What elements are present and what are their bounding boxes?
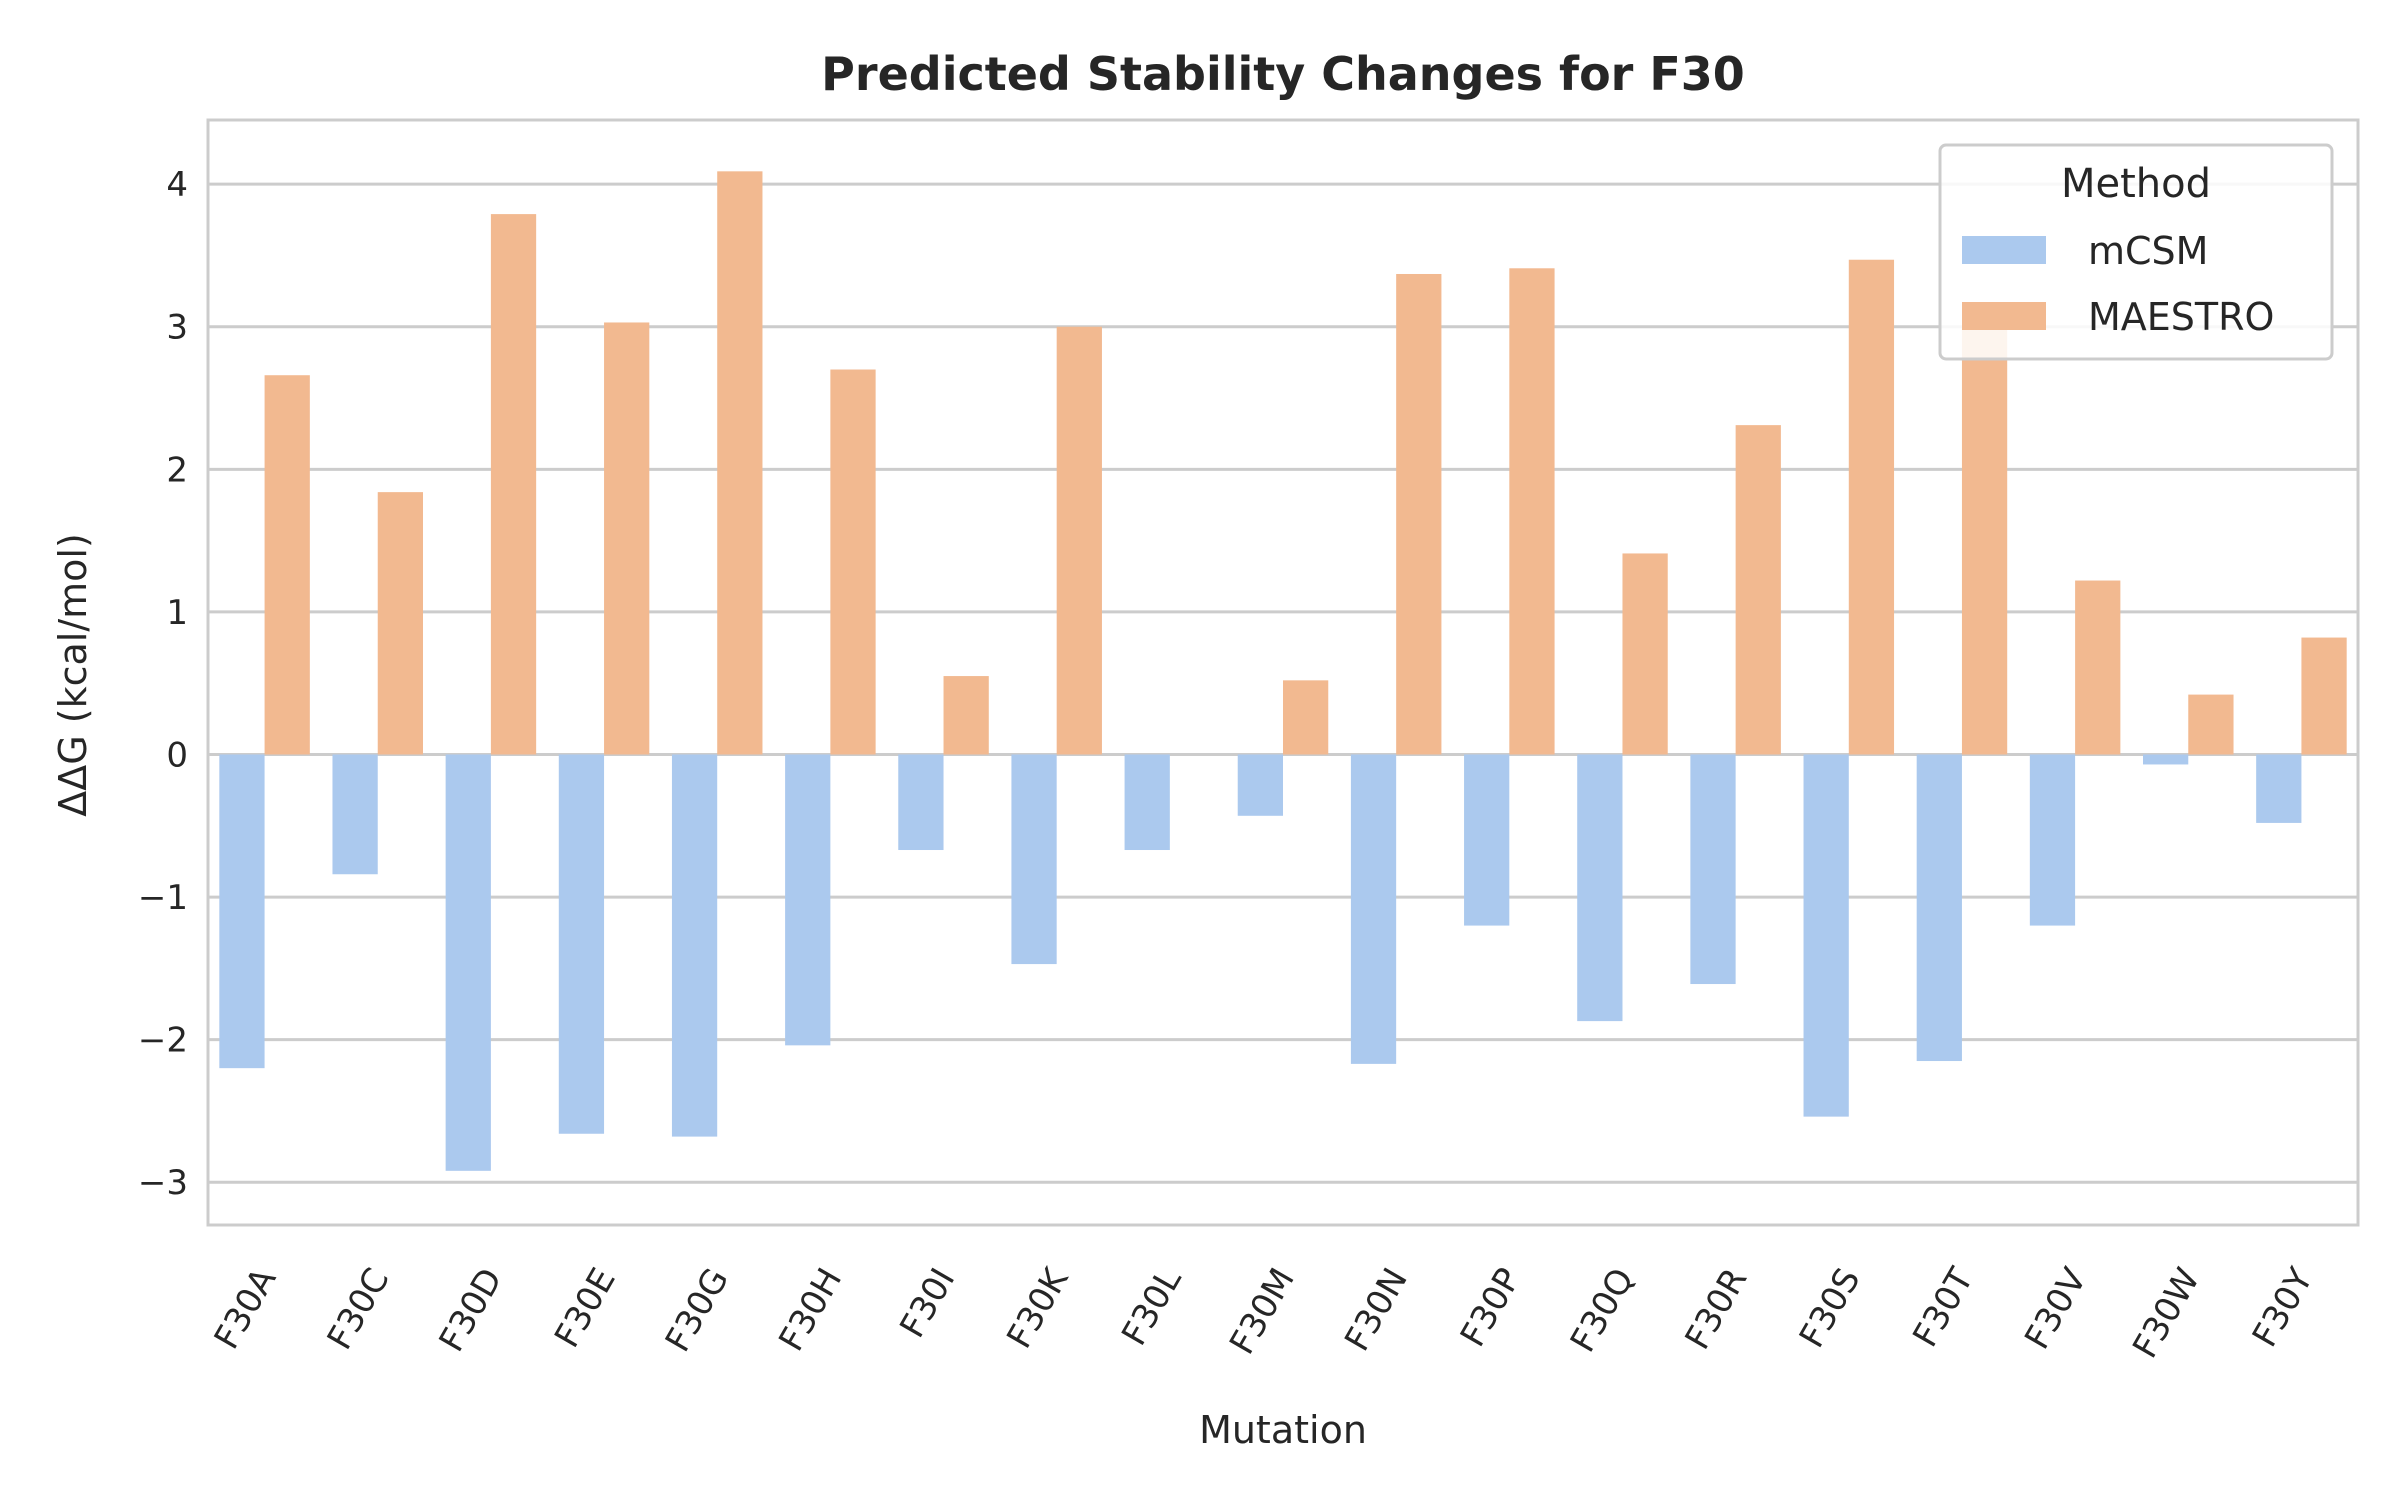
bar-maestro-f30d [490,214,537,755]
chart-title: Predicted Stability Changes for F30 [821,47,1745,101]
legend-swatch-mcsm [1962,236,2046,264]
bar-maestro-f30c [377,492,423,755]
bar-maestro-f30r [1735,425,1781,755]
plot-frame [206,118,2360,1227]
bar-mcsm-f30w [2143,754,2189,765]
bar-mcsm-f30c [332,754,378,875]
bar-maestro-f30h [830,369,876,755]
bar-maestro-f30e [604,322,650,755]
bars [219,171,2347,1171]
y-tick-label: 4 [166,165,188,205]
y-tick-label: 1 [166,593,188,633]
bar-mcsm-f30a [219,754,265,1069]
bar-mcsm-f30v [2029,754,2076,926]
bar-mcsm-f30s [1803,754,1849,1117]
y-tick-label: −2 [138,1021,188,1061]
bar-mcsm-f30n [1350,754,1397,1064]
bar-maestro-f30m [1283,680,1329,755]
bar-mcsm-f30h [785,754,831,1046]
y-tick-label: 0 [166,735,188,775]
bar-mcsm-f30g [671,754,718,1137]
legend-label-mcsm: mCSM [2088,229,2208,273]
legend-swatch-maestro [1962,302,2046,330]
bar-mcsm-f30p [1464,754,1510,926]
bar-maestro-f30w [2188,694,2234,755]
x-axis-label: Mutation [1199,1408,1367,1452]
bar-maestro-f30s [1848,259,1895,755]
bar-maestro-f30y [2301,637,2347,755]
bar-maestro-f30n [1396,273,1442,755]
bar-maestro-f30t [1961,326,2008,755]
bar-maestro-f30p [1509,268,1555,755]
legend-label-maestro: MAESTRO [2088,295,2274,339]
bar-mcsm-f30i [898,754,944,851]
y-tick-label: 2 [166,450,188,490]
bar-mcsm-f30r [1690,754,1736,985]
bar-mcsm-f30e [558,754,605,1134]
legend: Method mCSM MAESTRO [1938,143,2334,361]
bar-mcsm-f30q [1577,754,1623,1022]
bar-maestro-f30g [717,171,763,755]
bar-mcsm-f30m [1237,754,1283,816]
y-tick-label: 3 [166,308,188,348]
bar-maestro-f30q [1622,553,1668,755]
legend-title: Method [2061,161,2211,207]
bar-mcsm-f30k [1011,754,1057,965]
y-tick-labels: −3 −2 −1 0 1 2 3 4 [138,165,188,1203]
bar-mcsm-f30d [445,754,491,1171]
bar-mcsm-f30l [1124,754,1170,851]
bar-maestro-f30a [264,375,310,755]
y-tick-label: −1 [138,878,188,918]
bar-maestro-f30k [1056,326,1102,755]
y-tick-label: −3 [138,1163,188,1203]
bar-mcsm-f30y [2256,754,2302,823]
bar-mcsm-f30t [1916,754,1962,1062]
y-axis-label: ΔΔG (kcal/mol) [51,533,95,817]
bar-maestro-f30i [943,676,989,755]
bar-maestro-f30v [2075,580,2121,755]
